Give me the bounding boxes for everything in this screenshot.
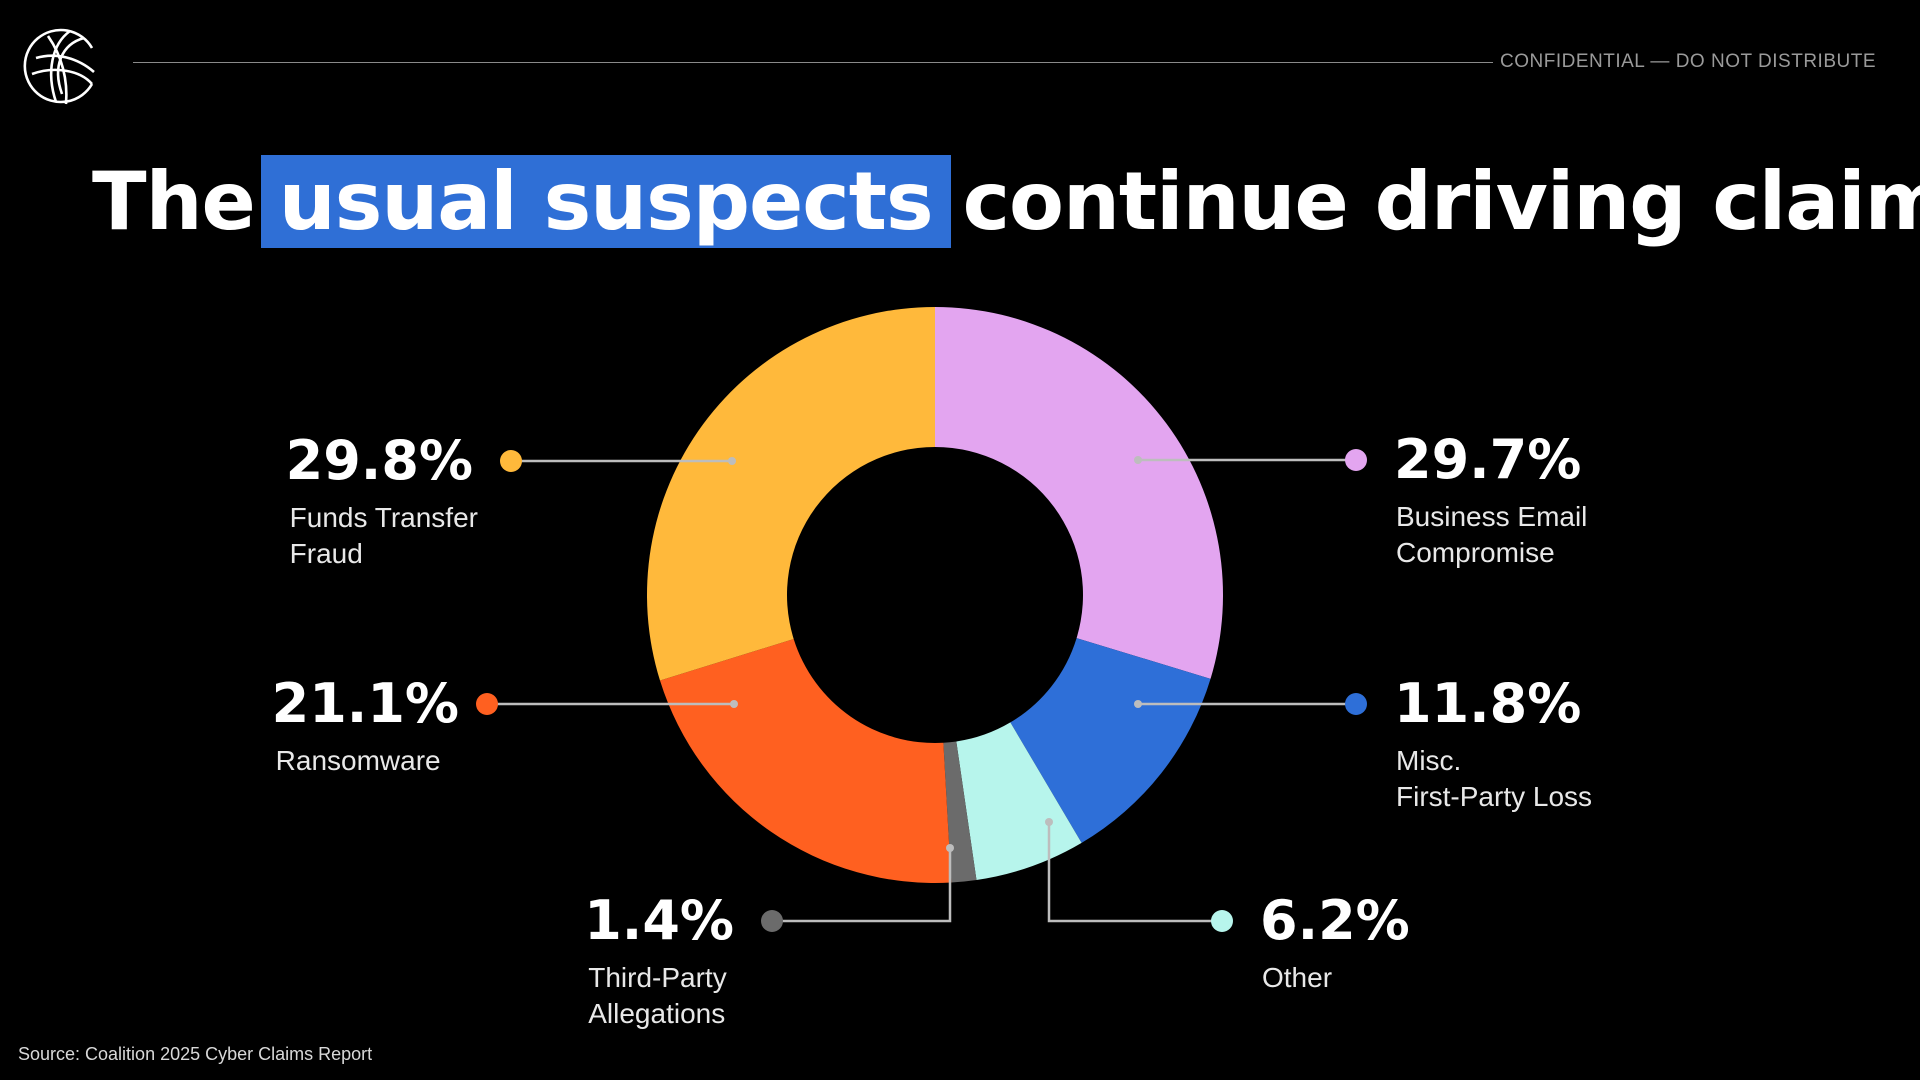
callout-dot-0 xyxy=(1345,449,1367,471)
data-label-value-5: 29.8% xyxy=(286,429,473,492)
callout-anchor-4 xyxy=(730,700,738,708)
coalition-logo-icon xyxy=(23,28,95,105)
callout-anchor-0 xyxy=(1134,456,1142,464)
title-after: continue driving claims xyxy=(962,155,1920,248)
data-label-value-0: 29.7% xyxy=(1394,428,1581,491)
data-label-value-3: 1.4% xyxy=(584,889,734,952)
header-divider xyxy=(133,62,1493,63)
callout-dot-1 xyxy=(1345,693,1367,715)
data-label-text-3-1: Allegations xyxy=(588,998,725,1029)
data-label-text-0-0: Business Email xyxy=(1396,501,1587,532)
callout-anchor-1 xyxy=(1134,700,1142,708)
callout-dot-5 xyxy=(500,450,522,472)
data-label-text-5-0: Funds Transfer xyxy=(290,502,478,533)
data-label-text-4-0: Ransomware xyxy=(276,745,441,776)
confidential-label: CONFIDENTIAL — DO NOT DISTRIBUTE xyxy=(1500,51,1876,72)
data-label-text-0-1: Compromise xyxy=(1396,537,1555,568)
title-highlight: usual suspects xyxy=(260,155,951,248)
callout-line-2 xyxy=(1047,822,1222,923)
donut-slice-2 xyxy=(956,722,1082,880)
callout-anchor-2 xyxy=(1045,818,1053,826)
data-label-value-2: 6.2% xyxy=(1260,889,1410,952)
data-label-value-1: 11.8% xyxy=(1394,672,1581,735)
data-label-value-4: 21.1% xyxy=(272,672,459,735)
callout-dot-2 xyxy=(1211,910,1233,932)
source-note: Source: Coalition 2025 Cyber Claims Repo… xyxy=(18,1044,373,1064)
callout-anchor-3 xyxy=(946,844,954,852)
data-label-text-1-0: Misc. xyxy=(1396,745,1461,776)
data-label-text-5-1: Fraud xyxy=(290,538,363,569)
callout-dot-3 xyxy=(761,910,783,932)
data-label-text-2-0: Other xyxy=(1262,962,1332,993)
donut-slice-5 xyxy=(647,307,935,681)
data-label-text-1-1: First-Party Loss xyxy=(1396,781,1592,812)
donut-slice-1 xyxy=(1010,638,1211,843)
title-before: The xyxy=(92,155,256,248)
callout-dot-4 xyxy=(476,693,498,715)
callout-anchor-5 xyxy=(728,457,736,465)
data-label-text-3-0: Third-Party xyxy=(588,962,726,993)
page-title: The usual suspects continue driving claims xyxy=(92,152,1920,252)
donut-slice-4 xyxy=(659,638,952,884)
donut-slice-0 xyxy=(935,307,1223,679)
callout-line-3 xyxy=(772,848,952,923)
